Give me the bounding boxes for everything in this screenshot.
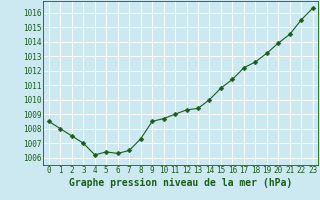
X-axis label: Graphe pression niveau de la mer (hPa): Graphe pression niveau de la mer (hPa) — [69, 178, 292, 188]
